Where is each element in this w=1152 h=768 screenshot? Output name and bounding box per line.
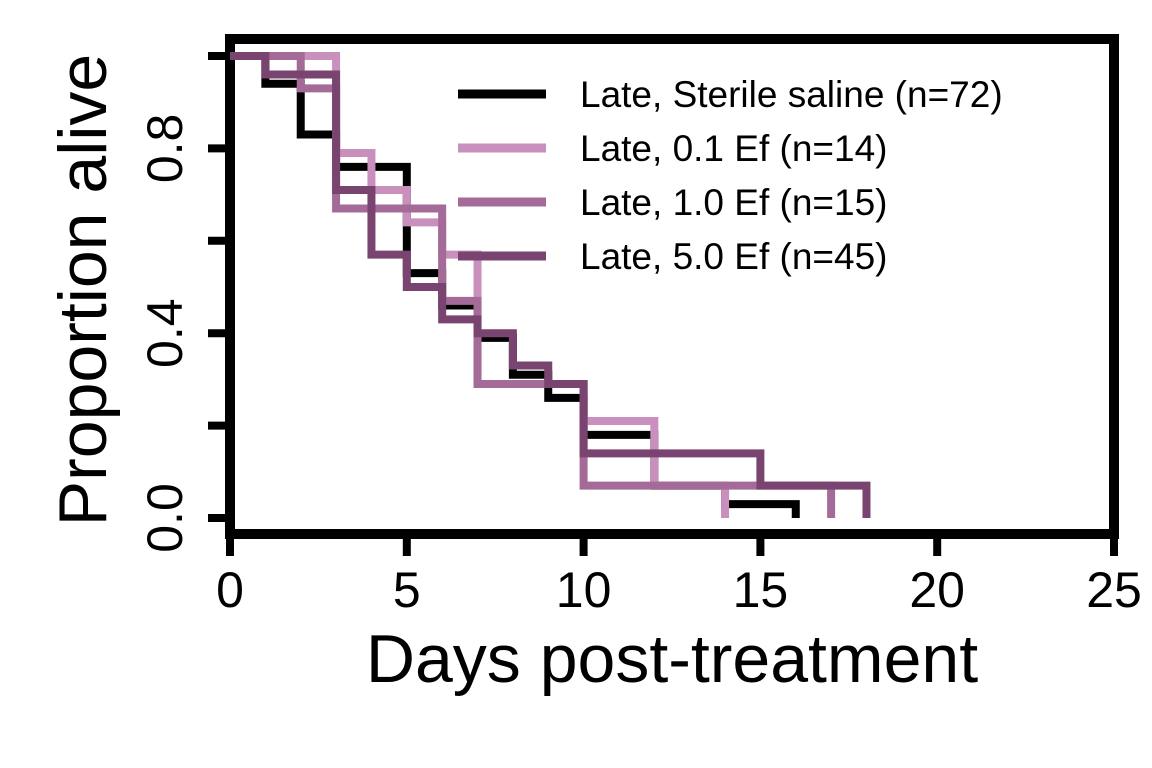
y-axis: 0.0 0.4 0.8 bbox=[137, 52, 230, 553]
legend-label-2: Late, 0.1 Ef (n=14) bbox=[580, 128, 888, 169]
x-axis: 0 5 10 15 20 25 bbox=[216, 534, 1142, 618]
series-line-3 bbox=[230, 52, 836, 518]
x-tick-label: 20 bbox=[909, 562, 965, 618]
x-tick-label: 10 bbox=[556, 562, 612, 618]
legend-label-4: Late, 5.0 Ef (n=45) bbox=[580, 236, 888, 277]
plot-area: 0.0 0.4 0.8 0 5 10 15 20 25 bbox=[137, 34, 1142, 618]
x-tick-label: 25 bbox=[1086, 562, 1142, 618]
series-lines bbox=[230, 52, 871, 518]
series-line-4 bbox=[230, 52, 871, 518]
legend-label-1: Late, Sterile saline (n=72) bbox=[580, 74, 1003, 115]
x-tick-label: 0 bbox=[216, 562, 244, 618]
y-tick-label: 0.8 bbox=[137, 114, 193, 184]
y-tick-label: 0.0 bbox=[137, 483, 193, 553]
legend-label-3: Late, 1.0 Ef (n=15) bbox=[580, 182, 888, 223]
x-axis-title: Days post-treatment bbox=[366, 621, 978, 697]
y-axis-title: Proportion alive bbox=[45, 54, 121, 526]
series-line-1 bbox=[230, 52, 800, 518]
plot-frame bbox=[225, 34, 1119, 539]
x-tick-label: 5 bbox=[393, 562, 421, 618]
legend: Late, Sterile saline (n=72) Late, 0.1 Ef … bbox=[458, 74, 1003, 277]
y-tick-label: 0.4 bbox=[137, 298, 193, 368]
x-tick-label: 15 bbox=[733, 562, 789, 618]
